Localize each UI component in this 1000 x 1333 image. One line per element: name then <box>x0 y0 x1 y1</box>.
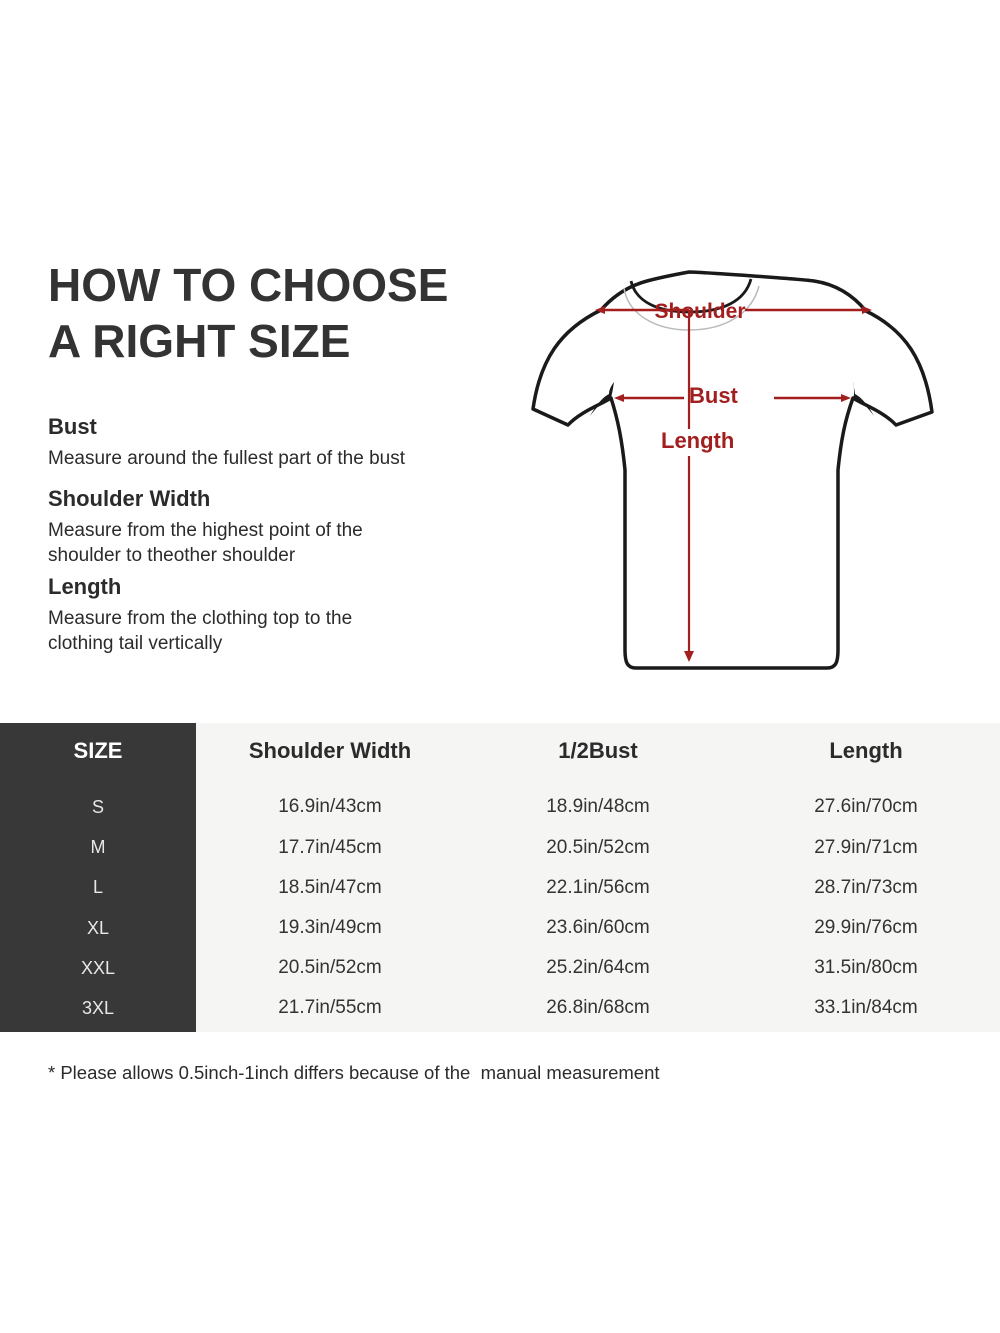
svg-text:Length: Length <box>661 428 734 453</box>
svg-text:Shoulder: Shoulder <box>654 300 745 323</box>
svg-text:Bust: Bust <box>689 383 739 408</box>
